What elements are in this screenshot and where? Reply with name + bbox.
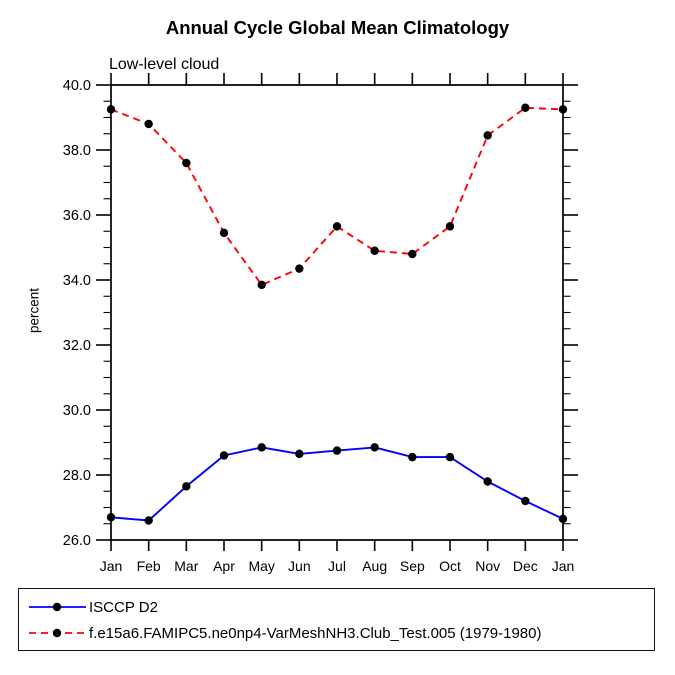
data-point-marker (106, 513, 116, 522)
data-point-marker (219, 451, 229, 460)
y-axis-tick-label: 32.0 (63, 338, 91, 354)
y-axis-tick-label: 40.0 (63, 78, 91, 94)
data-point-marker (408, 452, 417, 462)
y-axis-tick-label: 34.0 (63, 273, 91, 289)
legend-marker-dot-icon (52, 602, 62, 612)
data-point-marker (483, 477, 492, 486)
y-axis-tick-label: 26.0 (63, 533, 91, 549)
legend-item-isccp: ISCCP D2 (29, 594, 654, 620)
data-point-marker (144, 119, 153, 129)
legend-marker-dot-icon (52, 628, 62, 638)
legend-box: ISCCP D2 f.e15a6.FAMIPC5.ne0np4-VarMeshN… (18, 588, 655, 651)
data-point-marker (332, 222, 342, 231)
chart-title: Annual Cycle Global Mean Climatology (165, 17, 510, 38)
x-axis-tick-label: Jan (552, 558, 575, 574)
y-axis-tick-label: 36.0 (63, 208, 91, 224)
data-point-marker (182, 482, 191, 491)
data-point-marker (483, 131, 492, 140)
data-point-marker (558, 105, 568, 114)
x-axis-tick-label: Sep (400, 558, 425, 574)
legend-label-isccp: ISCCP D2 (89, 598, 158, 616)
plot-area: 26.0 28.0 30.0 32.0 34.0 36.0 38.0 40.0 Jan Feb Ma… (63, 73, 578, 574)
data-point-marker (445, 452, 455, 462)
data-point-marker (408, 249, 417, 259)
data-point-marker (182, 158, 191, 168)
x-axis-tick-label: Dec (513, 558, 538, 574)
data-point-marker (332, 446, 342, 455)
y-axis-tick-label: 38.0 (63, 143, 91, 159)
x-axis-tick-label: Aug (362, 558, 387, 574)
data-point-marker (257, 280, 266, 290)
legend-label-model: f.e15a6.FAMIPC5.ne0np4-VarMeshNH3.Club_T… (89, 624, 542, 642)
data-point-marker (295, 449, 304, 459)
series-line-0 (110, 446, 564, 522)
y-axis-tick-label: 28.0 (63, 468, 91, 484)
x-axis-tick-label: Jun (288, 558, 311, 574)
y-axis-tick-label: 30.0 (63, 403, 91, 419)
x-axis-tick-label: Mar (174, 558, 198, 574)
x-axis-tick-label: Nov (475, 558, 500, 574)
data-point-marker (445, 222, 455, 231)
x-axis-tick-label: May (248, 558, 274, 574)
data-point-marker (558, 514, 568, 524)
x-axis-tick-label: Jan (100, 558, 123, 574)
data-point-marker (521, 103, 530, 112)
x-axis-tick-label: Feb (137, 558, 161, 574)
x-axis-tick-label: Jul (328, 558, 346, 574)
legend-dashed-line-icon (29, 628, 86, 638)
data-point-marker (257, 443, 266, 452)
data-point-marker (295, 264, 304, 273)
data-point-marker (521, 496, 530, 506)
series-line-1 (110, 106, 564, 287)
data-point-marker (219, 228, 229, 238)
x-axis-tick-label: Apr (213, 558, 235, 574)
data-point-marker (144, 516, 153, 525)
data-point-marker (370, 246, 379, 255)
data-point-marker (106, 105, 116, 114)
legend-solid-line-icon (29, 602, 86, 612)
data-point-marker (370, 443, 379, 452)
chart-subtitle: Low-level cloud (109, 56, 220, 73)
x-axis-tick-label: Oct (439, 558, 461, 574)
legend-item-model: f.e15a6.FAMIPC5.ne0np4-VarMeshNH3.Club_T… (29, 620, 654, 646)
